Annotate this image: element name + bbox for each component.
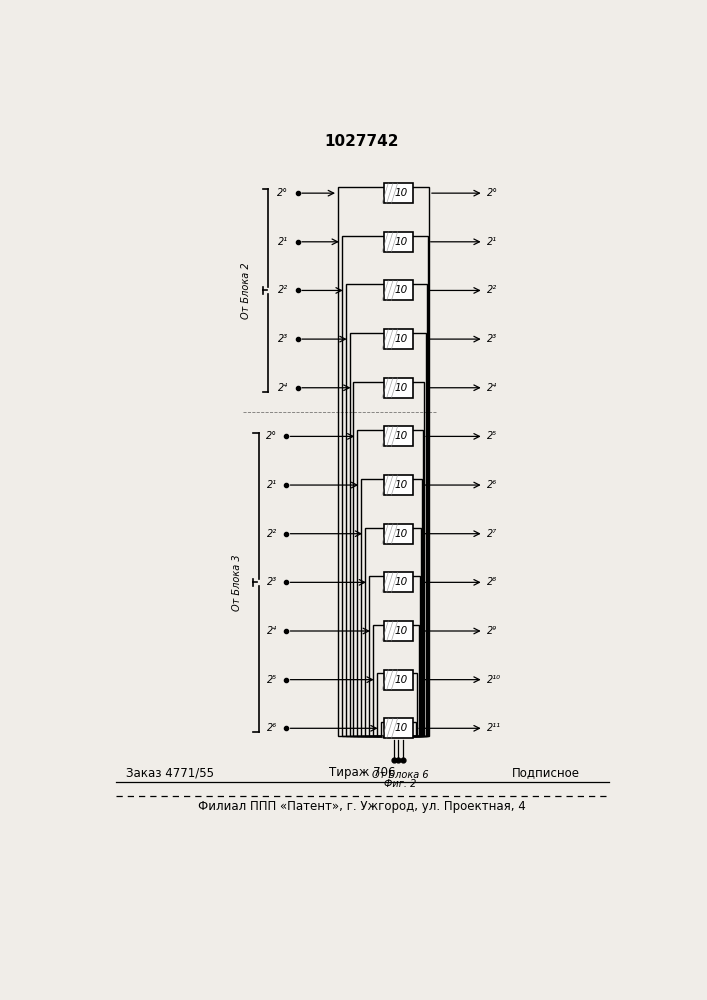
Bar	[384, 329, 413, 349]
Text: 10: 10	[395, 334, 408, 344]
Bar	[384, 475, 413, 495]
Text: 10: 10	[395, 237, 408, 247]
Bar	[373, 625, 419, 736]
Bar	[384, 378, 413, 398]
Bar	[349, 333, 426, 736]
Text: 10: 10	[395, 626, 408, 636]
Text: Тираж 706: Тираж 706	[329, 766, 395, 779]
Text: 10: 10	[395, 723, 408, 733]
Text: 10: 10	[395, 529, 408, 539]
Text: 10: 10	[395, 383, 408, 393]
Bar	[346, 284, 426, 736]
Bar	[384, 183, 413, 203]
Text: 2⁹: 2⁹	[486, 626, 497, 636]
Text: Филиал ППП «Патент», г. Ужгород, ул. Проектная, 4: Филиал ППП «Патент», г. Ужгород, ул. Про…	[198, 800, 526, 813]
Text: 2⁸: 2⁸	[486, 577, 497, 587]
Text: 10: 10	[395, 431, 408, 441]
Text: 2⁴: 2⁴	[486, 383, 497, 393]
Text: Подписное: Подписное	[512, 766, 580, 779]
Text: 2³: 2³	[267, 577, 276, 587]
Bar	[384, 524, 413, 544]
Text: 2⁶: 2⁶	[486, 480, 497, 490]
Bar	[365, 528, 421, 736]
Text: 2¹: 2¹	[267, 480, 276, 490]
Bar	[384, 718, 413, 738]
Text: 2⁵: 2⁵	[267, 675, 276, 685]
Text: 10: 10	[395, 285, 408, 295]
Text: 2°: 2°	[486, 188, 498, 198]
Text: 2¹: 2¹	[278, 237, 288, 247]
Text: 2³: 2³	[278, 334, 288, 344]
Bar	[357, 430, 423, 736]
Text: 2¹⁰: 2¹⁰	[486, 675, 501, 685]
Text: 2⁶: 2⁶	[267, 723, 276, 733]
Bar	[384, 670, 413, 690]
Bar	[384, 572, 413, 592]
Text: 2⁷: 2⁷	[486, 529, 497, 539]
Text: 2¹¹: 2¹¹	[486, 723, 501, 733]
Bar	[341, 236, 428, 736]
Bar	[354, 382, 424, 736]
Text: Фиг. 2: Фиг. 2	[384, 779, 416, 789]
Bar	[384, 280, 413, 300]
Bar	[380, 722, 416, 736]
Text: 10: 10	[395, 577, 408, 587]
Text: От Блока 6: От Блока 6	[372, 770, 428, 780]
Text: 1027742: 1027742	[325, 134, 399, 149]
Bar	[384, 621, 413, 641]
Text: 2⁴: 2⁴	[267, 626, 276, 636]
Text: 2⁴: 2⁴	[278, 383, 288, 393]
Text: 2²: 2²	[267, 529, 276, 539]
Text: 2³: 2³	[486, 334, 497, 344]
Text: 10: 10	[395, 675, 408, 685]
Bar	[361, 479, 422, 736]
Bar	[338, 187, 429, 736]
Text: 10: 10	[395, 188, 408, 198]
Text: 2°: 2°	[277, 188, 288, 198]
Text: 10: 10	[395, 480, 408, 490]
Bar	[377, 673, 417, 736]
Text: 2¹: 2¹	[486, 237, 497, 247]
Text: Заказ 4771/55: Заказ 4771/55	[126, 766, 214, 779]
Bar	[384, 232, 413, 252]
Text: 2⁵: 2⁵	[486, 431, 497, 441]
Text: 2²: 2²	[278, 285, 288, 295]
Text: От Блока 2: От Блока 2	[242, 262, 252, 319]
Bar	[384, 426, 413, 446]
Text: От Блока 3: От Блока 3	[232, 554, 243, 611]
Bar	[369, 576, 420, 736]
Text: 2²: 2²	[486, 285, 497, 295]
Text: 2°: 2°	[266, 431, 276, 441]
